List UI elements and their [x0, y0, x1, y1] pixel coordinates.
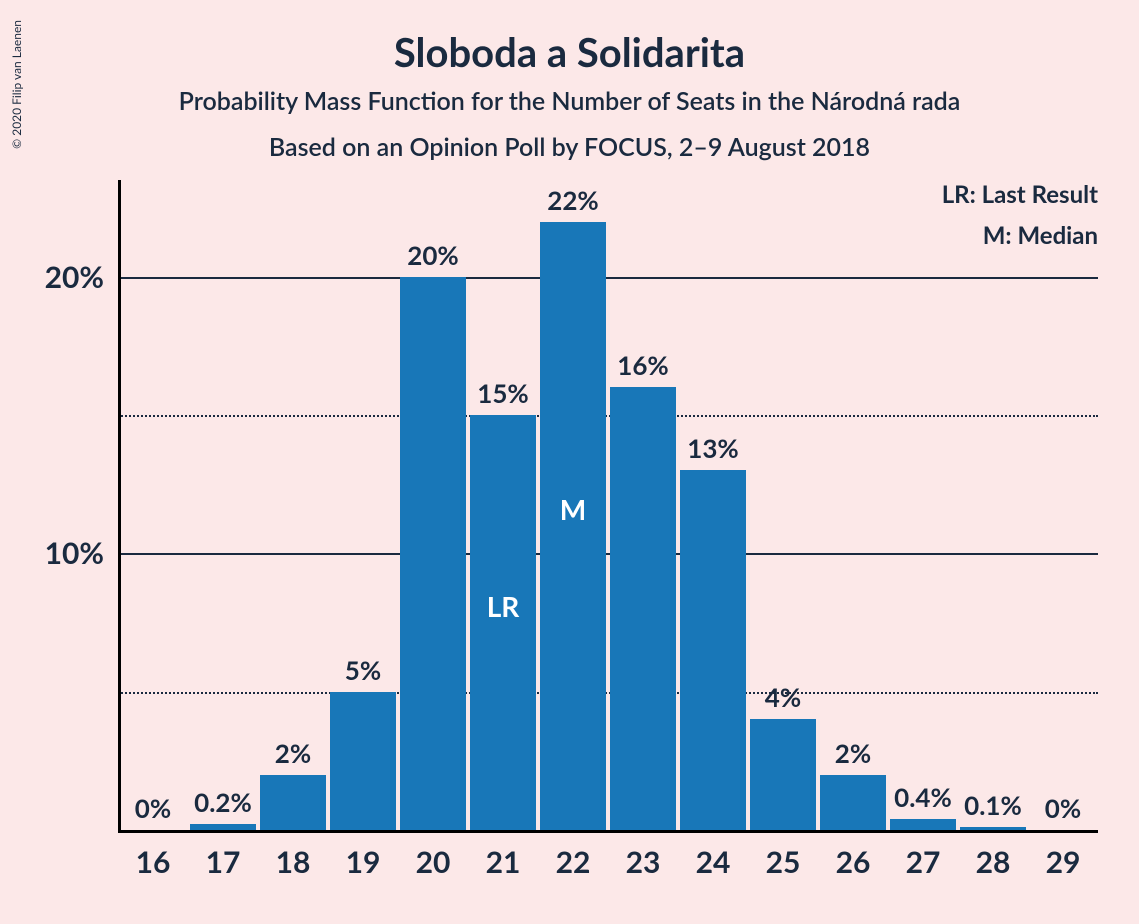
bar-value-label: 2% — [275, 737, 311, 769]
bar-value-label: 0% — [1045, 792, 1081, 824]
bar: 2% — [260, 775, 326, 830]
bar-annotation: M — [560, 492, 586, 526]
bar: 5% — [330, 692, 396, 830]
bar-value-label: 0.2% — [194, 786, 252, 818]
x-axis — [118, 830, 1098, 833]
bar-value-label: 13% — [687, 432, 738, 464]
bar: 16% — [610, 387, 676, 830]
copyright-text: © 2020 Filip van Laenen — [9, 20, 24, 149]
x-tick-label: 21 — [486, 844, 521, 880]
bar: 4% — [750, 719, 816, 830]
bar: 2% — [820, 775, 886, 830]
grid-minor — [118, 415, 1098, 417]
x-tick-label: 26 — [836, 844, 871, 880]
legend-m: M: Median — [942, 221, 1098, 250]
x-tick-label: 20 — [416, 844, 451, 880]
chart-subtitle-1: Probability Mass Function for the Number… — [0, 86, 1139, 116]
bar: 0.4% — [890, 819, 956, 830]
grid-major — [118, 553, 1098, 555]
bar: 20% — [400, 277, 466, 830]
y-tick-label: 10% — [45, 535, 104, 571]
bar: 13% — [680, 470, 746, 830]
bar: 15%LR — [470, 415, 536, 830]
legend: LR: Last Result M: Median — [942, 180, 1098, 250]
bar-value-label: 16% — [617, 349, 668, 381]
chart-title: Sloboda a Solidarita — [0, 28, 1139, 76]
bar-value-label: 5% — [345, 654, 381, 686]
bar-value-label: 2% — [835, 737, 871, 769]
x-tick-label: 28 — [976, 844, 1011, 880]
y-tick-label: 20% — [45, 259, 104, 295]
plot-area: LR: Last Result M: Median 10%20%0%160.2%… — [118, 180, 1098, 830]
grid-minor — [118, 692, 1098, 694]
chart-subtitle-2: Based on an Opinion Poll by FOCUS, 2–9 A… — [0, 132, 1139, 162]
bar-value-label: 4% — [765, 681, 801, 713]
x-tick-label: 18 — [276, 844, 311, 880]
legend-lr: LR: Last Result — [942, 180, 1098, 209]
bar-annotation: LR — [487, 589, 520, 623]
x-tick-label: 22 — [556, 844, 591, 880]
bar: 22%M — [540, 222, 606, 831]
x-tick-label: 23 — [626, 844, 661, 880]
x-tick-label: 25 — [766, 844, 801, 880]
x-tick-label: 16 — [136, 844, 171, 880]
bar-value-label: 20% — [407, 239, 458, 271]
grid-major — [118, 277, 1098, 279]
x-tick-label: 27 — [906, 844, 941, 880]
bar-value-label: 22% — [547, 184, 598, 216]
x-tick-label: 29 — [1046, 844, 1081, 880]
x-tick-label: 17 — [206, 844, 241, 880]
bar-value-label: 0% — [135, 792, 171, 824]
bar-value-label: 0.1% — [964, 789, 1022, 821]
x-tick-label: 19 — [346, 844, 381, 880]
x-tick-label: 24 — [696, 844, 731, 880]
y-axis — [118, 180, 121, 833]
bar-value-label: 0.4% — [894, 781, 952, 813]
bar-value-label: 15% — [477, 377, 528, 409]
